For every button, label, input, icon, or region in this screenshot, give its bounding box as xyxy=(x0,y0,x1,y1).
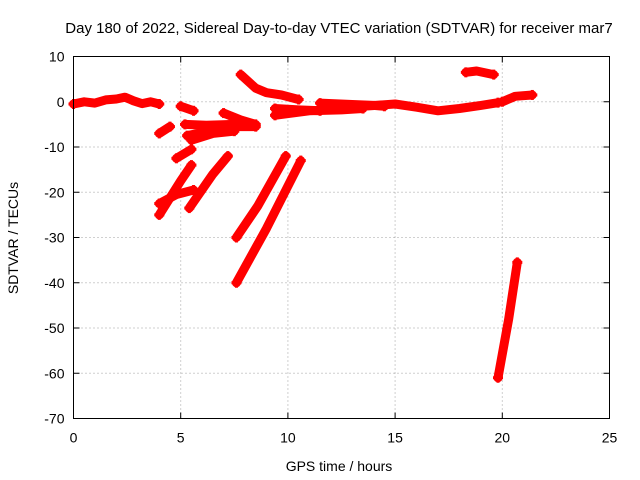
data-point-marker xyxy=(280,151,291,162)
axis-ticks: 0 5 10 15 20 25 10 0 -10 -20 -30 -40 -50 -60 -70 xyxy=(44,49,617,446)
data-series-trace-4 xyxy=(171,144,196,163)
y-tick-label: -50 xyxy=(44,320,64,336)
data-series-trace-11 xyxy=(219,108,261,129)
data-point-marker xyxy=(315,98,326,109)
data-point-marker xyxy=(179,119,190,130)
data-point-marker xyxy=(357,101,368,112)
data-point-marker xyxy=(154,99,165,110)
data-point-marker xyxy=(231,232,242,243)
data-point-marker xyxy=(154,198,165,209)
data-series-trace-7 xyxy=(184,151,233,213)
data-point-marker xyxy=(188,105,199,116)
data-point-marker xyxy=(186,144,197,155)
data-series-trace-6 xyxy=(154,185,199,209)
data-point-marker xyxy=(512,257,523,268)
data-point-marker xyxy=(175,101,186,112)
data-series-trace-21 xyxy=(493,257,522,383)
x-tick-label: 20 xyxy=(495,430,511,446)
y-tick-label: -70 xyxy=(44,411,64,427)
data-point-marker xyxy=(164,121,175,132)
data-series-trace-16 xyxy=(270,104,325,116)
data-point-marker xyxy=(222,151,233,162)
y-tick-label: 0 xyxy=(57,94,65,110)
data-point-marker xyxy=(229,126,240,137)
x-tick-label: 10 xyxy=(280,430,296,446)
y-axis-label: SDTVAR / TECUs xyxy=(5,182,21,294)
data-point-marker xyxy=(250,119,261,130)
data-series-trace-18 xyxy=(358,98,503,116)
data-series-trace-13 xyxy=(231,151,291,242)
y-tick-label: -60 xyxy=(44,365,64,381)
data-point-marker xyxy=(460,67,471,78)
x-tick-label: 15 xyxy=(387,430,403,446)
data-point-marker xyxy=(154,209,165,220)
data-series-trace-14 xyxy=(231,156,306,288)
data-point-marker xyxy=(270,103,281,114)
data-point-marker xyxy=(235,69,246,80)
grid-lines xyxy=(73,56,610,419)
data-series-trace-1 xyxy=(69,92,164,109)
x-axis-label: GPS time / hours xyxy=(286,458,393,474)
y-tick-label: 10 xyxy=(49,49,65,65)
data-traces xyxy=(68,66,538,383)
data-point-marker xyxy=(231,277,242,288)
data-point-marker xyxy=(293,94,304,105)
plot-frame xyxy=(73,56,610,419)
data-point-marker xyxy=(295,155,306,166)
data-point-marker xyxy=(497,96,508,107)
data-point-marker xyxy=(527,89,538,100)
data-point-marker xyxy=(186,160,197,171)
data-series-trace-20 xyxy=(497,90,537,107)
x-tick-label: 25 xyxy=(602,430,618,446)
data-point-marker xyxy=(171,153,182,164)
x-tick-label: 5 xyxy=(177,430,185,446)
data-point-marker xyxy=(154,128,165,139)
data-point-marker xyxy=(184,203,195,214)
chart-title: Day 180 of 2022, Sidereal Day-to-day VTE… xyxy=(65,20,612,37)
y-tick-label: -40 xyxy=(44,275,64,291)
x-tick-label: 0 xyxy=(70,430,78,446)
data-point-marker xyxy=(493,372,504,383)
data-point-marker xyxy=(218,108,229,119)
y-tick-label: -20 xyxy=(44,184,64,200)
y-tick-label: -30 xyxy=(44,230,64,246)
y-tick-label: -10 xyxy=(44,139,64,155)
data-series-trace-12 xyxy=(236,70,304,104)
data-series-trace-10 xyxy=(186,126,239,145)
data-point-marker xyxy=(186,135,197,146)
data-point-marker xyxy=(488,69,499,80)
